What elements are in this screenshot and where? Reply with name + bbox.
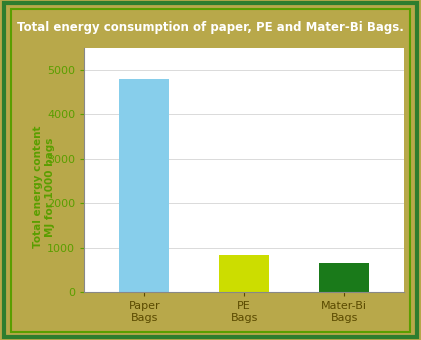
Bar (319, 264, 369, 292)
Bar (119, 79, 169, 292)
Text: Total energy consumption of paper, PE and Mater-Bi Bags.: Total energy consumption of paper, PE an… (17, 21, 404, 34)
Text: Total energy content
MJ for 1000 bags: Total energy content MJ for 1000 bags (33, 126, 55, 248)
Bar (219, 255, 269, 292)
